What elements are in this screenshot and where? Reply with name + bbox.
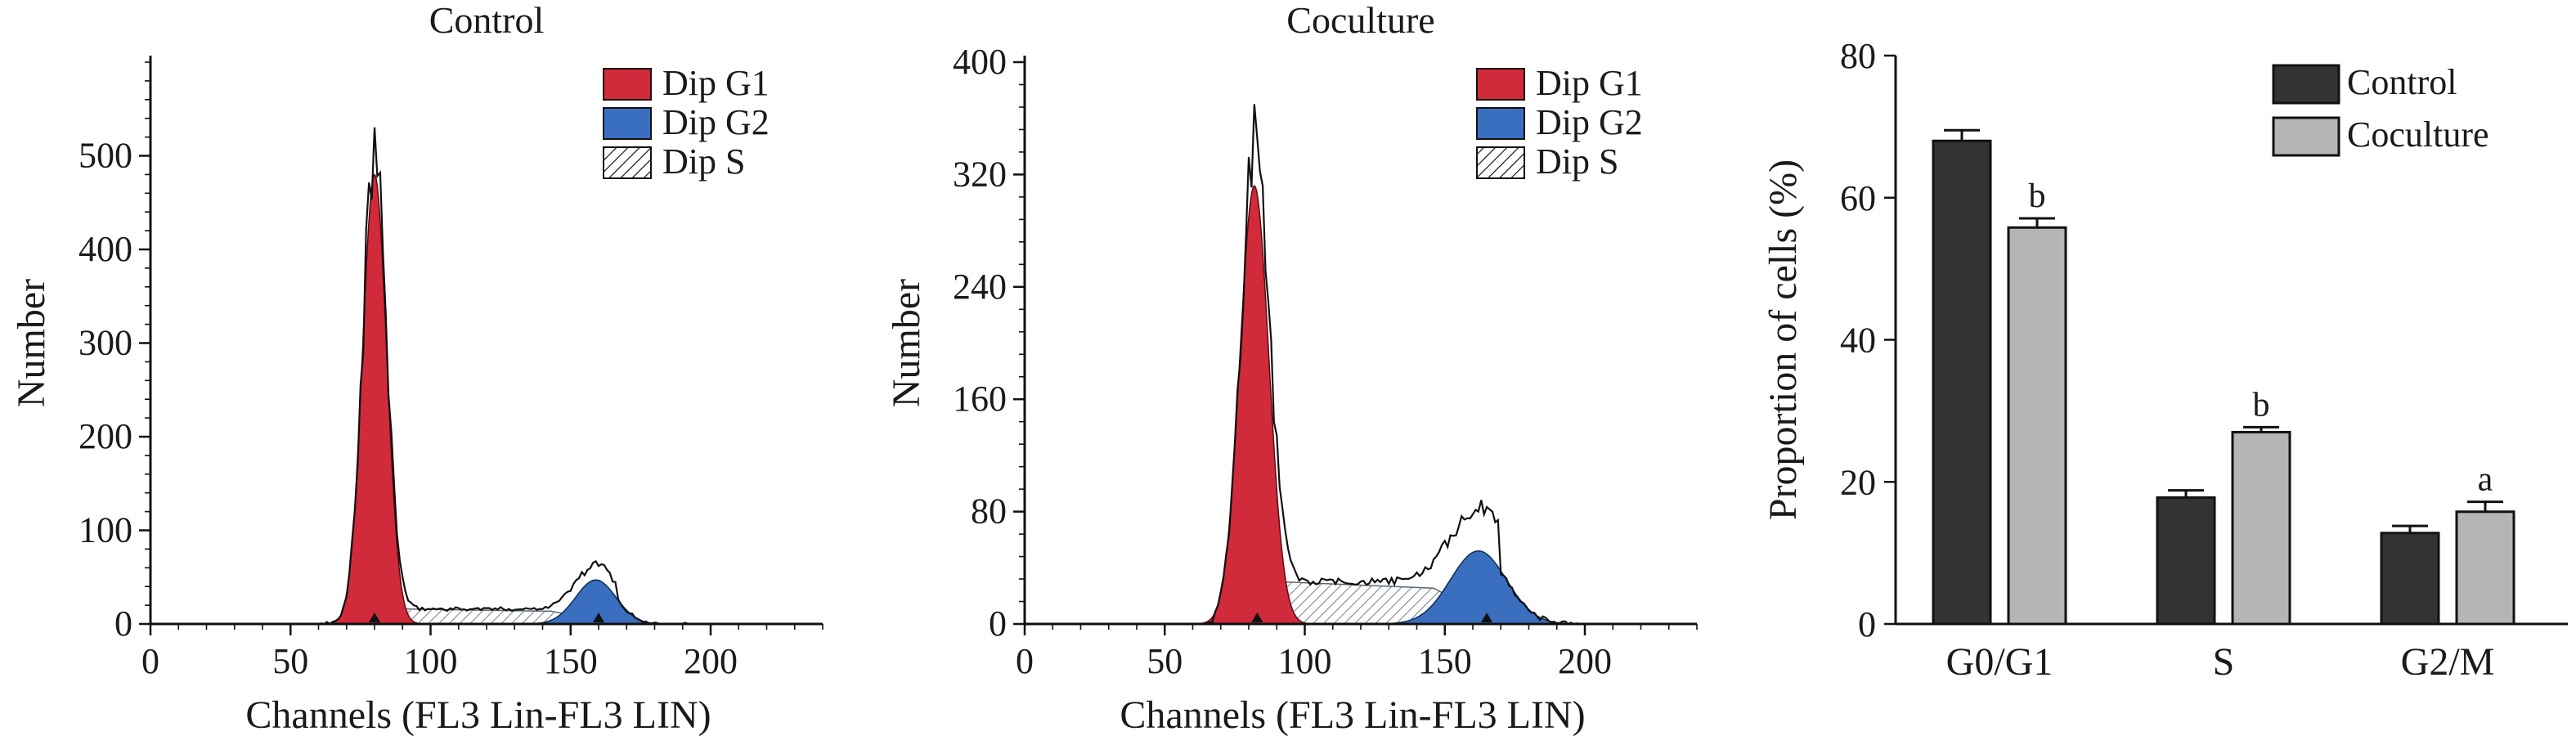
- y-tick-label: 60: [1840, 178, 1876, 218]
- x-tick-label: 0: [1016, 641, 1034, 681]
- legend-swatch: [2272, 116, 2340, 157]
- legend-label: Dip G2: [1536, 102, 1643, 142]
- x-axis-label: Channels (FL3 Lin-FL3 LIN): [245, 693, 711, 737]
- legend-label: Dip G1: [662, 63, 770, 103]
- legend-label: Dip S: [662, 141, 745, 182]
- x-tick-label: 0: [141, 641, 159, 681]
- x-tick-label: 50: [1147, 641, 1183, 681]
- x-tick-label: 200: [684, 641, 738, 681]
- legend-label: Control: [2347, 62, 2457, 102]
- legend-swatch: [1476, 68, 1525, 101]
- legend-label: Coculture: [2347, 114, 2489, 155]
- bar: [1932, 139, 1992, 626]
- bar: [2380, 532, 2440, 626]
- x-tick-label: 150: [1418, 641, 1472, 681]
- y-axis-label: Number: [885, 279, 928, 407]
- x-category-label: S: [2213, 640, 2235, 684]
- x-tick-label: 200: [1558, 641, 1612, 681]
- legend-label: Dip G2: [662, 102, 770, 142]
- y-tick-label: 0: [1858, 604, 1876, 644]
- y-tick-label: 320: [953, 154, 1007, 194]
- y-tick-label: 80: [971, 491, 1007, 532]
- histogram-outline: [1203, 104, 1586, 626]
- legend-swatch: [603, 107, 652, 140]
- y-tick-label: 400: [953, 42, 1007, 82]
- y-tick-label: 40: [1840, 321, 1876, 361]
- legend-swatch: [1476, 107, 1525, 140]
- bar: [2455, 510, 2515, 626]
- peak-marker: [593, 613, 604, 622]
- control-histogram: Control 0 100 200 300 400 500 0 50 100 150 200 Chann…: [10, 0, 824, 737]
- legend-label: Dip G1: [1536, 63, 1643, 103]
- x-tick-label: 150: [544, 641, 598, 681]
- x-category-label: G0/G1: [1946, 640, 2053, 684]
- legend-label: Dip S: [1536, 141, 1618, 182]
- x-axis-label: Channels (FL3 Lin-FL3 LIN): [1120, 693, 1585, 737]
- chart-title: Control: [429, 0, 545, 41]
- bar: [2007, 226, 2067, 626]
- g1-peak-area: [1196, 184, 1312, 625]
- y-tick-label: 200: [79, 416, 132, 456]
- histogram-outline: [312, 127, 698, 626]
- legend-swatch: [2272, 64, 2340, 105]
- y-tick-label: 300: [79, 323, 132, 363]
- y-axis-label: Number: [10, 279, 53, 407]
- peak-marker: [369, 613, 380, 622]
- y-tick-label: 160: [953, 379, 1007, 419]
- bar: [2156, 496, 2216, 626]
- g1-peak-area: [326, 173, 422, 625]
- y-tick-label: 80: [1840, 36, 1876, 76]
- y-tick-label: 100: [79, 510, 132, 550]
- significance-label: a: [2478, 461, 2493, 499]
- bar: [2231, 430, 2291, 626]
- x-category-label: G2/M: [2401, 640, 2495, 684]
- coculture-histogram: Coculture 0 80 160 240 320 400 0 50 100 150 200 Chan…: [885, 0, 1698, 737]
- chart-title: Coculture: [1286, 0, 1434, 41]
- y-tick-label: 400: [79, 229, 132, 269]
- y-axis-label: Proportion of cells (%): [1761, 159, 1805, 520]
- cell-cycle-bar-chart: 0 20 40 60 80 Proportion of cells (%) b G0/G1 b S…: [1761, 36, 2568, 684]
- legend-swatch: [1476, 146, 1525, 179]
- significance-label: b: [2029, 177, 2046, 215]
- significance-label: b: [2253, 386, 2270, 424]
- y-tick-label: 20: [1840, 462, 1876, 502]
- y-tick-label: 0: [114, 604, 132, 644]
- x-tick-label: 50: [272, 641, 308, 681]
- y-tick-label: 0: [989, 604, 1007, 644]
- peak-marker: [1481, 613, 1493, 622]
- y-tick-label: 500: [79, 136, 132, 176]
- y-tick-label: 240: [953, 267, 1007, 307]
- peak-marker: [1251, 613, 1263, 622]
- x-tick-label: 100: [404, 641, 458, 681]
- legend-swatch: [603, 146, 652, 179]
- legend-swatch: [603, 68, 652, 101]
- x-tick-label: 100: [1278, 641, 1332, 681]
